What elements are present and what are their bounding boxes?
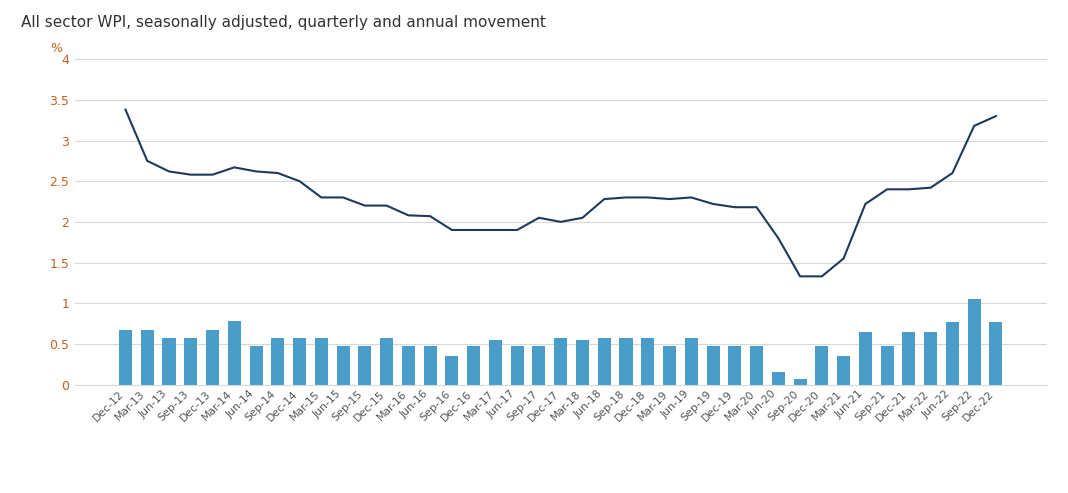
- Text: %: %: [50, 42, 62, 55]
- Bar: [728, 346, 741, 385]
- Bar: [293, 338, 307, 385]
- Bar: [467, 346, 481, 385]
- Bar: [794, 379, 806, 385]
- Bar: [750, 346, 763, 385]
- Text: All sector WPI, seasonally adjusted, quarterly and annual movement: All sector WPI, seasonally adjusted, qua…: [21, 15, 546, 30]
- Bar: [881, 346, 894, 385]
- Bar: [336, 346, 349, 385]
- Bar: [445, 356, 458, 385]
- Bar: [924, 332, 938, 385]
- Bar: [663, 346, 676, 385]
- Bar: [184, 338, 198, 385]
- Bar: [162, 338, 175, 385]
- Bar: [968, 299, 980, 385]
- Bar: [946, 322, 959, 385]
- Bar: [380, 338, 393, 385]
- Bar: [402, 346, 414, 385]
- Bar: [772, 372, 785, 385]
- Bar: [141, 330, 154, 385]
- Bar: [315, 338, 328, 385]
- Bar: [489, 340, 502, 385]
- Bar: [902, 332, 915, 385]
- Bar: [707, 346, 720, 385]
- Bar: [685, 338, 697, 385]
- Bar: [119, 330, 132, 385]
- Bar: [641, 338, 655, 385]
- Bar: [424, 346, 437, 385]
- Bar: [859, 332, 871, 385]
- Bar: [989, 322, 1003, 385]
- Bar: [250, 346, 263, 385]
- Bar: [206, 330, 219, 385]
- Bar: [815, 346, 829, 385]
- Bar: [619, 338, 632, 385]
- Bar: [533, 346, 546, 385]
- Bar: [576, 340, 588, 385]
- Bar: [511, 346, 523, 385]
- Bar: [359, 346, 372, 385]
- Bar: [554, 338, 567, 385]
- Bar: [837, 356, 850, 385]
- Bar: [271, 338, 284, 385]
- Bar: [227, 321, 240, 385]
- Bar: [598, 338, 611, 385]
